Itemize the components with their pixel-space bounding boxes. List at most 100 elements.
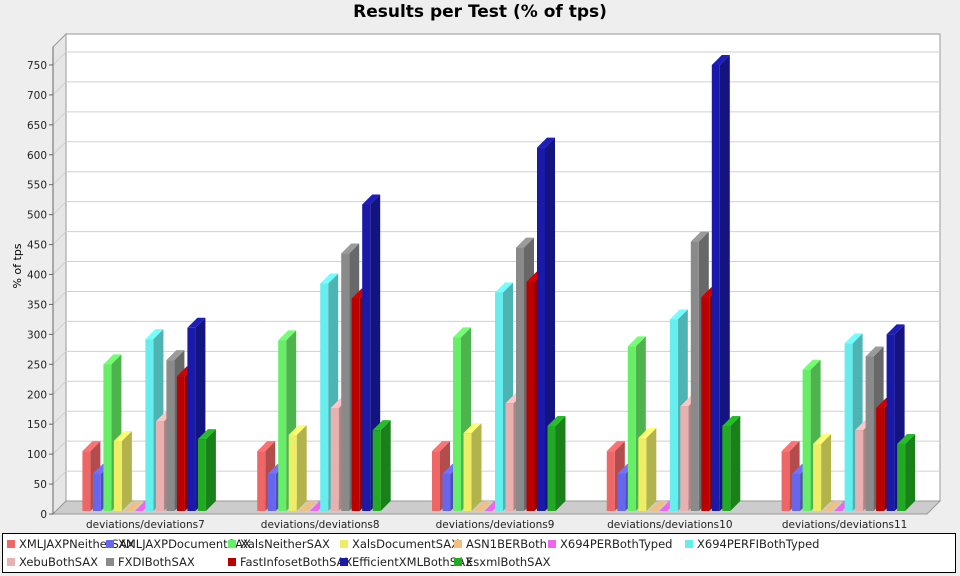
legend-swatch (685, 540, 693, 548)
x-axis: deviations/deviations7 deviations/deviati… (86, 519, 907, 531)
gridline-side (52, 321, 67, 335)
bar-front (288, 434, 297, 511)
bar-top (372, 420, 391, 431)
bar-front (690, 241, 699, 512)
bar-flat (124, 501, 143, 511)
bar-front (722, 425, 731, 511)
x-tick-label: deviations/deviations9 (436, 519, 555, 531)
bar-top (627, 336, 646, 347)
bar-top (690, 231, 709, 242)
legend: XMLJAXPNeitherSAX XMLJAXPDocumentSAX XalsN… (2, 533, 956, 573)
legend-item: EfficientXMLBothSAX (340, 555, 473, 569)
chart-title: Results per Test (% of tps) (353, 2, 607, 22)
bar-front (155, 421, 164, 511)
legend-swatch (228, 558, 236, 566)
bar-front (802, 369, 811, 511)
y-tick-label: 750 (27, 60, 47, 72)
bar-top (187, 317, 206, 328)
legend-item: FXDIBothSAX (106, 555, 195, 569)
bar-front (886, 334, 895, 511)
bar-top (669, 309, 688, 320)
bar-top (257, 441, 276, 452)
gridline-side (52, 291, 67, 305)
bar-front (638, 437, 647, 511)
bar-top (897, 433, 916, 444)
bar-front (627, 346, 636, 511)
y-tick-label: 350 (27, 299, 47, 311)
bar-side (719, 54, 730, 511)
legend-label: FastInfosetBothSAX (240, 555, 353, 569)
legend-label: ASN1BERBoth (466, 537, 547, 551)
legend-swatch (340, 558, 348, 566)
bar-top (288, 424, 307, 435)
bar-front (876, 408, 885, 511)
legend-label: XMLJAXPNeitherSAX (19, 537, 135, 551)
bar-front (505, 403, 514, 511)
bar-front (320, 283, 329, 511)
x-tick-label: deviations/deviations7 (86, 519, 205, 531)
bar-top (865, 346, 884, 357)
y-tick-label: 600 (27, 150, 47, 162)
bar-front (82, 451, 91, 511)
legend-label: FXDIBothSAX (118, 555, 195, 569)
bar-front (442, 473, 451, 511)
gridline-side (52, 261, 67, 275)
legend-swatch (340, 540, 348, 548)
gridline-side (52, 201, 67, 215)
bar-series (82, 54, 916, 512)
bar-front (547, 425, 556, 511)
legend-item: XMLJAXPDocumentSAX (106, 537, 251, 551)
bar-front (495, 292, 503, 511)
legend-label: EfficientXMLBothSAX (352, 555, 473, 569)
legend-swatch (7, 558, 15, 566)
gridline-side (52, 171, 67, 186)
bar-front (792, 473, 801, 511)
x-tick-label: deviations/deviations11 (782, 519, 907, 531)
bar-top (166, 350, 185, 361)
bar-top (362, 194, 381, 205)
legend-swatch (106, 558, 114, 566)
bar-front (617, 473, 626, 511)
bar-side (121, 430, 132, 511)
bar-front (351, 298, 360, 511)
bar-XalsDocumentSAX-3 (638, 427, 657, 511)
bar-side (545, 137, 555, 512)
bar-top (103, 354, 122, 365)
bar-side (905, 433, 916, 511)
legend-swatch (7, 540, 15, 548)
legend-item: X694PERFIBothTyped (685, 537, 819, 551)
bar-top (711, 54, 730, 65)
bar-front (330, 408, 339, 511)
bar-flat (299, 501, 318, 511)
bar-side (730, 415, 741, 511)
bar-front (453, 337, 461, 511)
bar-top (537, 137, 555, 148)
bar-EsxmlBothSAX-1 (372, 420, 391, 511)
bar-top (320, 273, 339, 284)
y-tick-label: 500 (27, 210, 47, 222)
bar-ASN1BERBoth-0 (124, 501, 143, 511)
bar-ASN1BERBoth-1 (299, 501, 318, 511)
legend-swatch (228, 540, 236, 548)
bar-front (166, 360, 175, 511)
bar-front (813, 443, 822, 511)
bar-front (701, 297, 710, 511)
gridline-side (52, 231, 67, 245)
bar-front (865, 356, 874, 511)
gridline-side (52, 81, 67, 96)
bar-side (555, 415, 566, 511)
bar-top (547, 415, 566, 426)
gridline-side (52, 111, 67, 126)
bar-front (341, 253, 350, 512)
bar-top (82, 441, 101, 452)
bar-front (362, 204, 371, 511)
bar-front (113, 440, 122, 511)
bar-top (113, 430, 132, 441)
legend-label: X694PERFIBothTyped (697, 537, 820, 551)
bar-flat (648, 501, 667, 511)
bar-top (432, 441, 450, 452)
y-tick-label: 150 (27, 419, 47, 431)
bar-front (606, 451, 615, 511)
bar-front (197, 439, 206, 511)
bar-top (802, 359, 821, 370)
